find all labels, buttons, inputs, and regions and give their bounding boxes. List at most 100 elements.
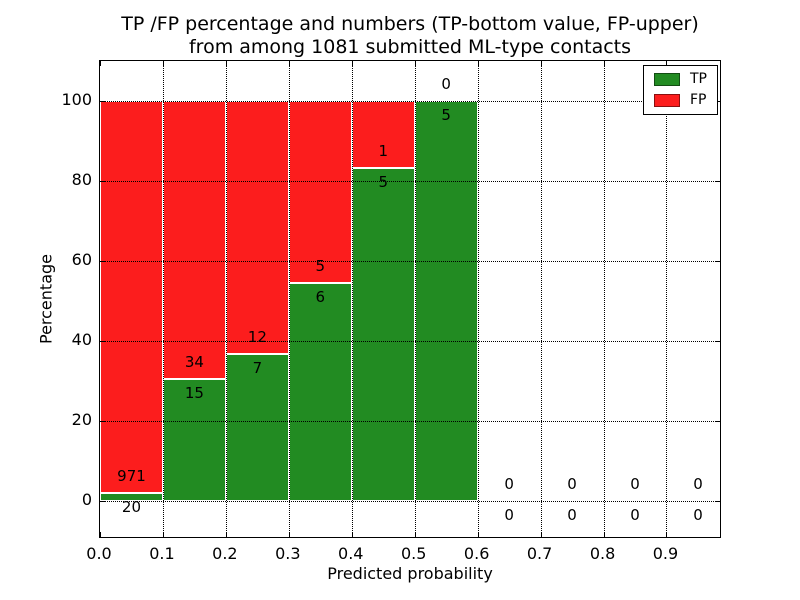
- bar-count-label-tp: 5: [378, 172, 389, 191]
- bar-count-label-tp: 0: [504, 506, 514, 524]
- y-axis-tick: [100, 341, 105, 342]
- bar-count-label-fp: 0: [504, 475, 514, 493]
- bar-count-label-fp: 5: [315, 256, 326, 275]
- x-axis-tick-top: [288, 61, 290, 66]
- gridline-vertical: [477, 61, 479, 537]
- gridline-horizontal: [100, 501, 720, 502]
- bar-count-label-tp: 0: [567, 506, 577, 524]
- bar-tp-segment: [162, 378, 226, 501]
- y-axis-tick-right: [715, 501, 720, 502]
- bar-tp-segment: [414, 101, 478, 501]
- y-axis-tick: [100, 101, 105, 102]
- bar-fp-segment: [100, 101, 163, 493]
- gridline-horizontal: [100, 261, 720, 262]
- x-axis-tick: [603, 532, 605, 537]
- bar-count-label-fp: 1: [378, 141, 389, 160]
- x-tick-label: 0.5: [400, 544, 427, 563]
- x-axis-tick-top: [666, 61, 668, 66]
- y-axis-tick-right: [715, 341, 720, 342]
- y-tick-label: 60: [71, 250, 92, 269]
- x-axis-tick-top: [225, 61, 227, 66]
- gridline-vertical: [540, 61, 542, 537]
- bar-count-label-tp: 15: [184, 383, 204, 402]
- bar-count-label-fp: 971: [117, 466, 146, 485]
- x-axis-tick-top: [100, 61, 101, 66]
- x-axis-tick: [477, 532, 479, 537]
- y-axis-tick-right: [715, 421, 720, 422]
- y-axis-tick: [100, 261, 105, 262]
- y-axis-tick-right: [715, 261, 720, 262]
- gridline-horizontal: [100, 341, 720, 342]
- x-tick-label: 0.7: [526, 544, 553, 563]
- bar-count-label-fp: 12: [247, 327, 267, 346]
- y-tick-label: 40: [71, 330, 92, 349]
- bar-fp-segment: [225, 101, 289, 354]
- x-axis-tick-top: [540, 61, 542, 66]
- x-tick-label: 0.1: [149, 544, 175, 563]
- bar-count-label-tp: 6: [315, 287, 326, 306]
- x-axis-tick: [351, 532, 353, 537]
- bar-count-label-fp: 0: [441, 75, 451, 93]
- plot-area: TP FP 971 20 34 15 12 7 5 6 1 5 0 5 0 0 0 0 0 0 0 0: [99, 60, 721, 538]
- y-axis-tick: [100, 181, 105, 182]
- x-axis-label: Predicted probability: [327, 564, 493, 583]
- bar-count-label-fp: 0: [630, 475, 640, 493]
- legend-entry-tp: TP: [654, 71, 707, 87]
- gridline-horizontal: [100, 421, 720, 422]
- gridline-vertical: [225, 61, 227, 537]
- gridline-horizontal: [100, 101, 720, 102]
- bar-count-label-fp: 0: [567, 475, 577, 493]
- y-axis-tick: [100, 501, 105, 502]
- bar-count-label-tp: 5: [441, 106, 451, 124]
- x-tick-label: 0.6: [463, 544, 490, 563]
- y-tick-label: 100: [61, 90, 92, 109]
- gridline-vertical: [666, 61, 668, 537]
- y-tick-label: 20: [71, 410, 92, 429]
- chart-title: TP /FP percentage and numbers (TP-bottom…: [99, 13, 721, 59]
- gridline-vertical: [414, 61, 416, 537]
- bar-tp-segment: [351, 167, 415, 501]
- bar-count-label-tp: 7: [252, 358, 263, 377]
- x-axis-tick-top: [414, 61, 416, 66]
- gridline-vertical: [603, 61, 605, 537]
- x-tick-label: 0.8: [589, 544, 616, 563]
- legend-swatch-tp: [654, 73, 680, 86]
- x-tick-label: 0.0: [86, 544, 112, 563]
- bar-count-label-tp: 20: [121, 497, 142, 516]
- gridline-vertical: [288, 61, 290, 537]
- gridline-vertical: [351, 61, 353, 537]
- bar-fp-segment: [288, 101, 352, 283]
- x-tick-label: 0.4: [338, 544, 364, 563]
- x-tick-label: 0.3: [275, 544, 301, 563]
- y-axis-tick-right: [715, 181, 720, 182]
- x-axis-tick-top: [477, 61, 479, 66]
- bar-tp-segment: [288, 282, 352, 501]
- x-axis-tick-top: [162, 61, 164, 66]
- x-axis-tick: [288, 532, 290, 537]
- legend-label-fp: FP: [690, 92, 707, 108]
- bar-count-label-tp: 0: [693, 506, 703, 524]
- y-tick-label: 80: [71, 170, 92, 189]
- bar-tp-segment: [100, 492, 163, 501]
- x-axis-tick: [100, 532, 101, 537]
- y-axis-tick: [100, 421, 105, 422]
- gridline-vertical: [162, 61, 164, 537]
- legend: TP FP: [643, 65, 718, 115]
- x-axis-tick: [540, 532, 542, 537]
- title-line-2: from among 1081 submitted ML-type contac…: [188, 36, 632, 58]
- legend-entry-fp: FP: [654, 92, 707, 108]
- x-axis-tick-top: [351, 61, 353, 66]
- bar-fp-segment: [162, 101, 226, 379]
- gridline-horizontal: [100, 181, 720, 182]
- x-axis-tick: [162, 532, 164, 537]
- legend-label-tp: TP: [690, 71, 707, 87]
- x-tick-label: 0.2: [212, 544, 238, 563]
- bar-count-label-fp: 34: [184, 352, 204, 371]
- x-tick-label: 0.9: [652, 544, 679, 563]
- x-axis-tick: [414, 532, 416, 537]
- y-tick-label: 0: [81, 490, 92, 509]
- title-line-1: TP /FP percentage and numbers (TP-bottom…: [121, 13, 699, 35]
- bar-count-label-fp: 0: [693, 475, 703, 493]
- bar-count-label-tp: 0: [630, 506, 640, 524]
